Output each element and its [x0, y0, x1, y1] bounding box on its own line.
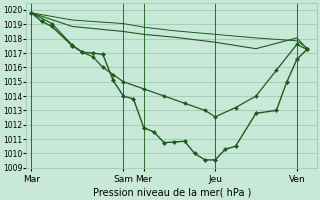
X-axis label: Pression niveau de la mer( hPa ): Pression niveau de la mer( hPa ) [92, 187, 251, 197]
